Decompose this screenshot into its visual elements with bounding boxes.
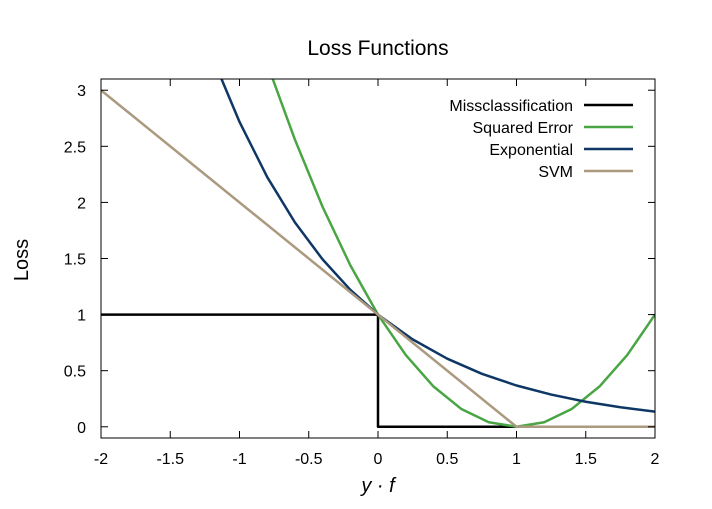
y-tick-label: 3: [77, 83, 86, 100]
x-tick-label: -2: [94, 451, 108, 468]
x-tick-label: 2: [651, 451, 660, 468]
series-line-exponential: [220, 79, 655, 413]
series-line-svm: [101, 89, 655, 429]
y-tick-label: 2: [77, 195, 86, 212]
y-axis-ticks: 0 0.5 1 1.5 2 2.5 3: [64, 83, 655, 437]
legend-label-squared-error: Squared Error: [473, 120, 574, 137]
y-tick-label: 0.5: [64, 364, 86, 381]
legend-label-exponential: Exponential: [489, 142, 573, 159]
x-tick-label: -1: [232, 451, 246, 468]
y-axis-label: Loss: [11, 239, 33, 281]
x-tick-label: -1.5: [156, 451, 184, 468]
legend: Missclassification Squared Error Exponenti…: [449, 98, 633, 181]
x-tick-label: 1.5: [575, 451, 597, 468]
y-tick-label: 2.5: [64, 139, 86, 156]
x-tick-label: 0: [374, 451, 383, 468]
legend-label-missclassification: Missclassification: [449, 98, 573, 115]
y-tick-label: 1: [77, 308, 86, 325]
chart-title: Loss Functions: [307, 37, 448, 60]
series-layer: [101, 79, 655, 429]
x-tick-label: 1: [512, 451, 521, 468]
x-tick-label: 0.5: [436, 451, 458, 468]
x-axis-label: y · f: [359, 475, 397, 497]
series-line-squared-error: [271, 79, 655, 429]
x-tick-label: -0.5: [295, 451, 323, 468]
legend-label-svm: SVM: [538, 164, 573, 181]
y-tick-label: 1.5: [64, 252, 86, 269]
x-axis-ticks: -2 -1.5 -1 -0.5 0 0.5 1 1.5 2: [94, 79, 660, 468]
y-tick-label: 0: [77, 420, 86, 437]
